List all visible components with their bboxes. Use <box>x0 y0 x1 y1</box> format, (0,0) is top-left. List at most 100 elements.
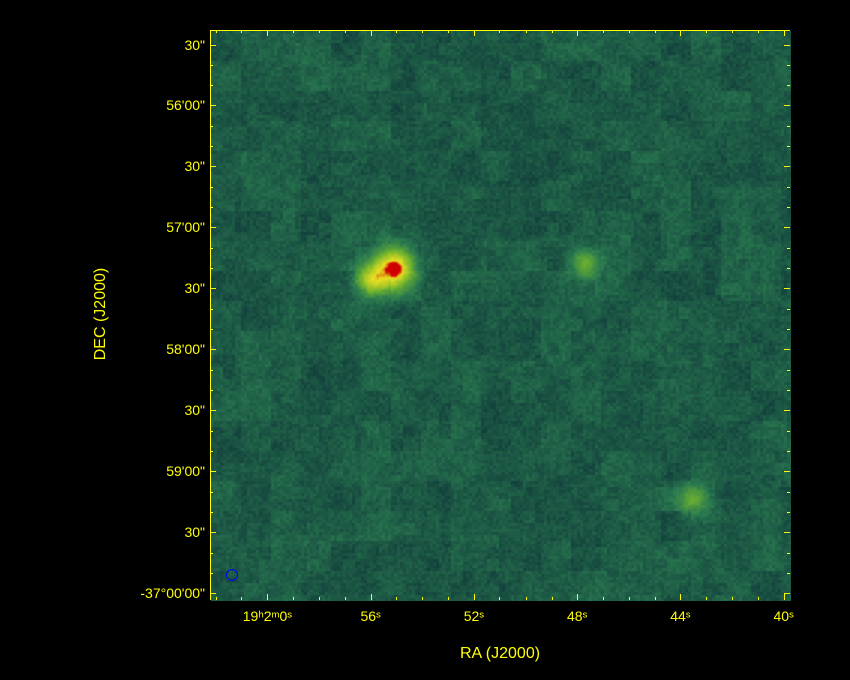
x-minor-tick <box>345 597 346 600</box>
y-tick-mark <box>210 349 216 350</box>
x-minor-tick <box>552 597 553 600</box>
x-minor-tick <box>706 597 707 600</box>
y-tick-mark <box>784 166 790 167</box>
y-minor-tick <box>787 309 790 310</box>
y-minor-tick <box>787 553 790 554</box>
x-minor-tick <box>655 30 656 33</box>
y-minor-tick <box>210 370 213 371</box>
heatmap-plot <box>210 30 790 600</box>
y-tick-mark <box>210 410 216 411</box>
x-tick-label: 40ˢ <box>773 608 793 624</box>
x-minor-tick <box>293 597 294 600</box>
x-minor-tick <box>319 597 320 600</box>
y-minor-tick <box>787 390 790 391</box>
y-minor-tick <box>787 492 790 493</box>
y-minor-tick <box>787 126 790 127</box>
x-minor-tick <box>629 597 630 600</box>
x-minor-tick <box>603 597 604 600</box>
y-tick-label: 58'00" <box>166 341 205 357</box>
x-minor-tick <box>499 597 500 600</box>
y-minor-tick <box>787 268 790 269</box>
y-minor-tick <box>787 451 790 452</box>
x-tick-mark <box>577 594 578 600</box>
x-tick-label: 48ˢ <box>567 608 587 624</box>
x-minor-tick <box>526 597 527 600</box>
x-tick-mark <box>680 30 681 36</box>
x-tick-mark <box>680 594 681 600</box>
x-minor-tick <box>448 597 449 600</box>
y-minor-tick <box>210 187 213 188</box>
y-tick-mark <box>784 288 790 289</box>
y-tick-mark <box>210 45 216 46</box>
x-minor-tick <box>629 30 630 33</box>
x-tick-mark <box>267 30 268 36</box>
y-tick-mark <box>784 349 790 350</box>
y-tick-mark <box>784 471 790 472</box>
y-minor-tick <box>210 65 213 66</box>
x-minor-tick <box>499 30 500 33</box>
x-tick-mark <box>577 30 578 36</box>
y-minor-tick <box>210 573 213 574</box>
y-minor-tick <box>210 451 213 452</box>
x-minor-tick <box>603 30 604 33</box>
x-minor-tick <box>293 30 294 33</box>
y-tick-mark <box>784 227 790 228</box>
y-tick-label: 56'00" <box>166 97 205 113</box>
y-tick-mark <box>784 593 790 594</box>
x-tick-mark <box>371 594 372 600</box>
x-minor-tick <box>241 30 242 33</box>
y-tick-label: 30" <box>184 158 205 174</box>
y-minor-tick <box>787 329 790 330</box>
x-minor-tick <box>552 30 553 33</box>
y-minor-tick <box>210 329 213 330</box>
y-minor-tick <box>787 65 790 66</box>
x-minor-tick <box>526 30 527 33</box>
y-minor-tick <box>787 207 790 208</box>
y-minor-tick <box>787 248 790 249</box>
y-tick-label: -37°00'00" <box>140 585 205 601</box>
x-tick-mark <box>784 30 785 36</box>
x-minor-tick <box>758 597 759 600</box>
y-minor-tick <box>787 573 790 574</box>
x-tick-label: 52ˢ <box>464 608 484 624</box>
y-minor-tick <box>210 126 213 127</box>
beam-ellipse <box>226 569 238 581</box>
y-tick-mark <box>784 105 790 106</box>
x-minor-tick <box>216 30 217 33</box>
x-tick-mark <box>784 594 785 600</box>
y-tick-mark <box>210 593 216 594</box>
y-tick-mark <box>784 410 790 411</box>
y-axis-label: DEC (J2000) <box>92 268 110 360</box>
y-minor-tick <box>787 512 790 513</box>
y-minor-tick <box>787 187 790 188</box>
x-minor-tick <box>448 30 449 33</box>
x-minor-tick <box>319 30 320 33</box>
y-minor-tick <box>210 431 213 432</box>
heatmap-canvas <box>211 31 791 601</box>
y-tick-mark <box>210 166 216 167</box>
y-minor-tick <box>787 431 790 432</box>
y-tick-mark <box>210 105 216 106</box>
y-tick-label: 59'00" <box>166 463 205 479</box>
x-minor-tick <box>655 597 656 600</box>
y-tick-label: 30" <box>184 402 205 418</box>
y-minor-tick <box>210 512 213 513</box>
y-tick-mark <box>210 288 216 289</box>
y-minor-tick <box>210 309 213 310</box>
x-tick-mark <box>474 594 475 600</box>
y-tick-label: 57'00" <box>166 219 205 235</box>
x-minor-tick <box>216 597 217 600</box>
y-tick-mark <box>784 532 790 533</box>
y-minor-tick <box>787 370 790 371</box>
y-minor-tick <box>210 268 213 269</box>
y-minor-tick <box>210 146 213 147</box>
x-tick-mark <box>267 594 268 600</box>
x-minor-tick <box>422 597 423 600</box>
y-tick-label: 30" <box>184 280 205 296</box>
x-tick-label: 56ˢ <box>360 608 380 624</box>
y-minor-tick <box>210 492 213 493</box>
y-tick-label: 30" <box>184 524 205 540</box>
y-minor-tick <box>210 207 213 208</box>
y-minor-tick <box>210 85 213 86</box>
y-tick-label: 30" <box>184 37 205 53</box>
